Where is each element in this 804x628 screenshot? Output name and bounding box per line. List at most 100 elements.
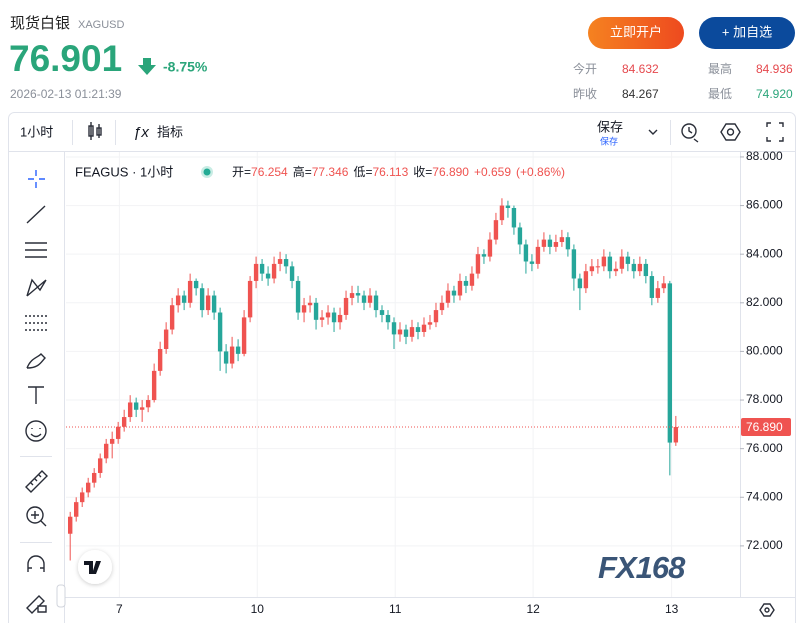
status-dot xyxy=(203,168,211,176)
candle-body xyxy=(385,314,391,323)
candle-body xyxy=(613,268,619,272)
candle-body xyxy=(643,263,649,277)
candle-body xyxy=(499,205,505,221)
candle-body xyxy=(337,314,343,323)
chevron[interactable] xyxy=(648,129,658,135)
candle-body xyxy=(283,259,289,267)
candle-body xyxy=(259,263,265,274)
candle-body xyxy=(601,256,607,267)
candle-body xyxy=(169,305,175,330)
candle-body xyxy=(667,283,673,443)
candle-body xyxy=(427,322,433,325)
change: -8.75% xyxy=(163,59,208,75)
stat-value: 74.920 xyxy=(756,87,793,101)
legend-label: 高= xyxy=(293,164,312,179)
candle-body xyxy=(157,348,163,371)
magnet-tool[interactable] xyxy=(27,555,45,572)
candle-body xyxy=(463,280,469,286)
stat-value: 84.267 xyxy=(622,87,659,101)
candle-body xyxy=(199,288,205,311)
candle-body xyxy=(163,329,169,349)
axis-settings-icon[interactable] xyxy=(759,603,775,617)
text-tool[interactable] xyxy=(28,386,44,404)
candle-body xyxy=(541,239,547,247)
candle-body xyxy=(253,263,259,281)
y-tick-label: 88.000 xyxy=(746,149,783,163)
title: 现货白银 xyxy=(10,15,70,32)
emoji-face xyxy=(30,428,42,438)
x-tick-label: 12 xyxy=(526,602,540,616)
candle-body xyxy=(505,205,511,208)
open-account-label[interactable]: 立即开户 xyxy=(610,24,662,39)
brush-tool[interactable] xyxy=(26,353,46,369)
candle-body xyxy=(313,302,319,320)
x-tick-label: 13 xyxy=(665,602,679,616)
last-price-label: 76.890 xyxy=(746,420,783,434)
candle-body xyxy=(523,244,529,262)
candle-body xyxy=(193,280,199,289)
y-tick-label: 84.000 xyxy=(746,246,783,260)
timestamp: 2026-02-13 01:21:39 xyxy=(10,87,122,101)
settings-dot xyxy=(726,128,735,136)
candle-body xyxy=(325,312,331,318)
candle-body xyxy=(319,317,325,320)
zoom-plus xyxy=(31,511,47,527)
candle-icon[interactable] xyxy=(88,122,102,140)
candle-body xyxy=(409,327,415,337)
channel-tool[interactable] xyxy=(25,242,47,258)
candle-body xyxy=(181,295,187,303)
line-tool[interactable] xyxy=(26,205,46,224)
candle-body xyxy=(589,266,595,272)
candle-body xyxy=(481,254,487,257)
candle-body xyxy=(211,295,217,313)
candle-body xyxy=(571,249,577,279)
y-tick-label: 82.000 xyxy=(746,295,783,309)
candle-body xyxy=(229,346,235,364)
candle-body xyxy=(301,305,307,313)
candle-body xyxy=(517,227,523,245)
candle-body xyxy=(217,312,223,352)
collapse-handle[interactable] xyxy=(56,584,66,608)
stat-value: 84.632 xyxy=(622,62,659,76)
zoom-tool[interactable] xyxy=(26,506,44,524)
candle-body xyxy=(373,295,379,311)
candle-body xyxy=(655,288,661,298)
save[interactable]: 保存 xyxy=(597,119,623,134)
indicators[interactable]: 指标 xyxy=(157,124,183,139)
fx-icon[interactable]: ƒx xyxy=(133,124,149,141)
open-account-button[interactable] xyxy=(588,17,684,49)
candle-body xyxy=(421,324,427,332)
candle-body xyxy=(469,273,475,286)
candle-body xyxy=(577,278,583,289)
pattern-tool[interactable] xyxy=(26,278,47,297)
candle-body xyxy=(415,327,421,332)
candle-body xyxy=(529,261,535,264)
settings-icon[interactable] xyxy=(720,123,741,141)
ruler-tool[interactable] xyxy=(25,470,48,493)
candle-body xyxy=(475,254,481,274)
candle-body xyxy=(91,472,97,483)
candle-body xyxy=(361,295,367,303)
alert-icon[interactable] xyxy=(681,123,699,143)
stat-label: 最低 xyxy=(708,87,732,101)
fullscreen-icon[interactable] xyxy=(766,122,784,142)
legend-values: 开=76.254 高=77.346 低=76.113 收=76.890 +0.659 (+… xyxy=(232,164,565,179)
watchlist-button[interactable] xyxy=(699,17,795,49)
legend-title: FEAGUS · 1小时 xyxy=(75,164,173,179)
x-tick-label: 11 xyxy=(389,602,402,616)
y-tick-label: 78.000 xyxy=(746,392,783,406)
price: 76.901 xyxy=(9,38,122,79)
crosshair-tool[interactable] xyxy=(28,170,45,188)
candle-body xyxy=(79,492,85,503)
candle-body xyxy=(73,502,79,517)
candle-body xyxy=(445,290,451,303)
watchlist-label[interactable]: + 加自选 xyxy=(722,24,772,39)
save-sub[interactable]: 保存 xyxy=(600,135,618,146)
emoji-tool[interactable] xyxy=(25,420,47,442)
lock-tool[interactable] xyxy=(26,595,47,614)
interval[interactable]: 1小时 xyxy=(20,124,53,139)
candle-body xyxy=(511,207,517,228)
candle-body xyxy=(439,302,445,311)
axis-settings-dot xyxy=(764,607,770,613)
